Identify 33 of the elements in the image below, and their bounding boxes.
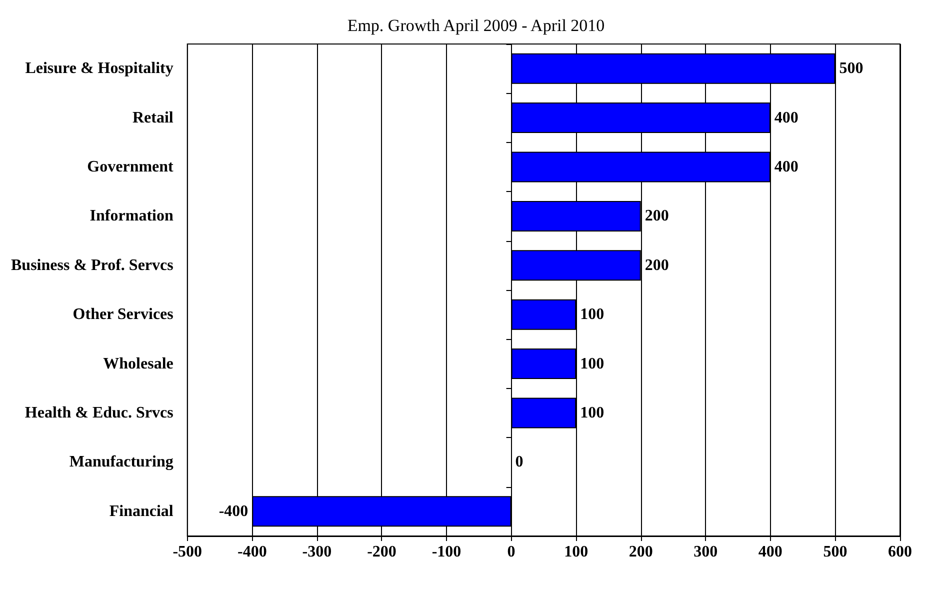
data-label: 200 [644, 256, 669, 274]
y-tick-label: Health & Educ. Srvcs [24, 404, 174, 422]
data-label: 400 [774, 158, 798, 176]
y-tick-label: Retail [132, 109, 174, 126]
chart-title: Emp. Growth April 2009 - April 2010 [347, 16, 605, 35]
data-label: 100 [580, 404, 604, 422]
data-label: 200 [644, 208, 669, 225]
data-label: 0 [515, 454, 524, 471]
x-tick-label: -500 [172, 544, 202, 560]
data-label: 100 [580, 355, 604, 372]
y-tick-label: Government [87, 158, 174, 176]
y-tick-label: Information [90, 208, 174, 225]
x-tick-label: 0 [507, 544, 516, 560]
x-tick-label: 300 [694, 544, 718, 560]
x-tick-label: -100 [432, 544, 462, 560]
x-tick-label: 400 [758, 544, 782, 560]
y-tick-label: Financial [109, 502, 174, 520]
x-tick-label: -300 [302, 544, 332, 560]
y-tick-label: Wholesale [103, 355, 174, 372]
y-tick-label: Business & Prof. Servcs [10, 256, 174, 274]
x-tick-label: 100 [564, 544, 588, 560]
x-tick-label: -200 [367, 544, 396, 560]
data-label: 500 [839, 60, 864, 78]
y-tick-label: Leisure & Hospitality [25, 60, 174, 78]
x-tick-label: 600 [888, 544, 912, 560]
x-tick-label: 500 [823, 544, 848, 560]
x-tick-label: 200 [628, 544, 653, 560]
y-tick-label: Other Services [72, 306, 174, 324]
data-label: -400 [218, 502, 248, 520]
data-label: 400 [774, 109, 798, 126]
y-tick-label: Manufacturing [69, 454, 174, 471]
data-label: 100 [580, 306, 604, 324]
x-tick-label: -400 [237, 544, 267, 560]
